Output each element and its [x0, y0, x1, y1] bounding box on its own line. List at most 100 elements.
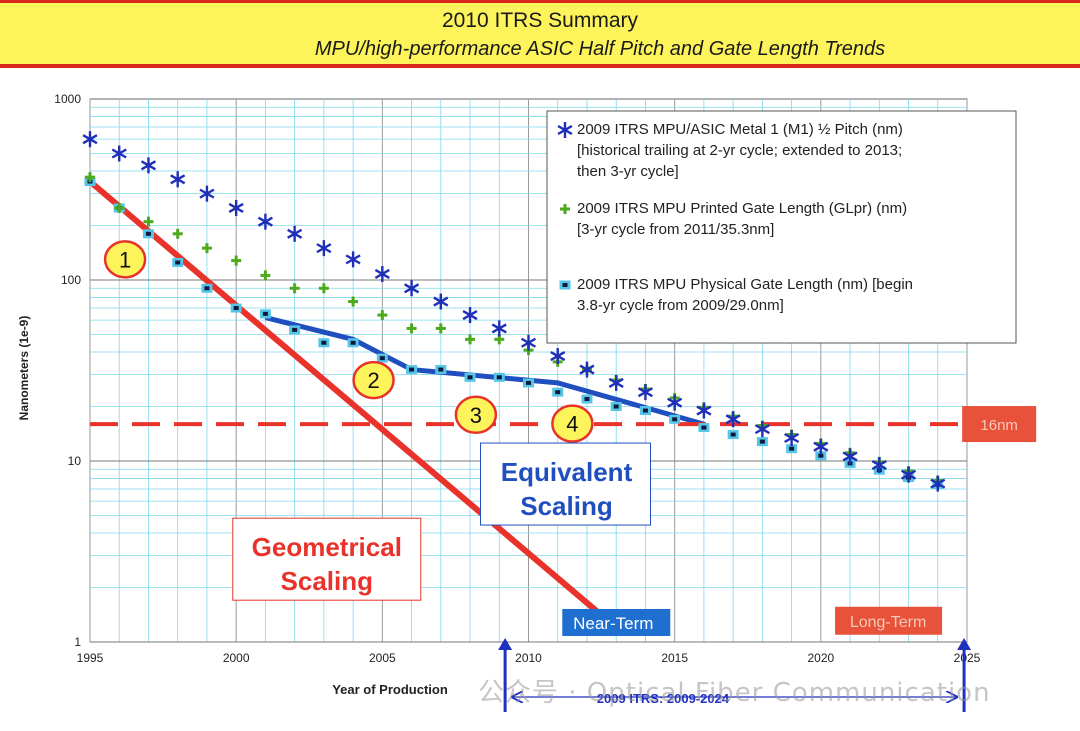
data-point: [610, 402, 622, 412]
data-point: [523, 378, 534, 388]
data-point: [667, 394, 683, 411]
svg-text:Equivalent: Equivalent: [501, 457, 633, 487]
x-tick-label: 2025: [954, 651, 981, 665]
step-marker: 2: [352, 360, 395, 400]
data-point: [465, 334, 476, 345]
data-point: [464, 372, 476, 382]
step-marker: 1: [103, 240, 147, 279]
data-point: [930, 475, 946, 492]
data-point: [406, 365, 418, 375]
data-point: [377, 310, 388, 321]
data-point: [433, 293, 449, 310]
legend-entry-label: [historical trailing at 2-yr cycle; exte…: [577, 142, 902, 159]
data-point: [552, 387, 564, 397]
svg-text:3: 3: [470, 403, 482, 428]
svg-text:16nm: 16nm: [980, 417, 1018, 434]
svg-text:Scaling: Scaling: [520, 491, 612, 521]
data-point: [289, 325, 301, 335]
data-point: [259, 309, 271, 319]
y-tick-label: 1: [74, 635, 81, 649]
legend-entry-label: 3.8-yr cycle from 2009/29.0nm]: [577, 297, 784, 314]
data-point: [557, 122, 573, 138]
data-point: [696, 402, 712, 419]
data-point: [345, 251, 361, 268]
data-point: [114, 202, 125, 213]
x-tick-label: 2010: [515, 651, 542, 665]
data-point: [374, 265, 390, 282]
data-point: [289, 283, 300, 294]
data-point: [727, 430, 739, 440]
data-points: [82, 131, 946, 492]
itrs-range-bar: 2009 ITRS: 2009-2024: [498, 638, 972, 712]
long-term-badge: Long-Term: [835, 606, 943, 635]
svg-text:Near-Term: Near-Term: [573, 614, 653, 633]
x-tick-label: 2005: [369, 651, 396, 665]
legend-entry-label: [3-yr cycle from 2011/35.3nm]: [577, 221, 774, 238]
data-point: [725, 411, 741, 428]
data-point: [813, 438, 829, 455]
x-axis-label: Year of Production: [332, 682, 448, 697]
svg-text:Long-Term: Long-Term: [850, 614, 926, 631]
svg-text:4: 4: [566, 412, 578, 437]
data-point: [111, 145, 127, 162]
title-banner: 2010 ITRS Summary MPU/high-performance A…: [0, 0, 1080, 68]
data-point: [491, 320, 507, 337]
data-point: [172, 257, 184, 267]
annotations: 1 2 3 4 Geometrical Scaling Equivalent Scaling 1…: [103, 240, 1037, 712]
data-point: [260, 270, 271, 281]
data-point: [698, 423, 710, 433]
svg-text:2009 ITRS: 2009-2024: 2009 ITRS: 2009-2024: [597, 691, 730, 706]
data-point: [639, 406, 651, 416]
data-point: [140, 157, 157, 174]
data-point: [560, 204, 570, 214]
x-tick-label: 2000: [223, 651, 250, 665]
data-point: [435, 323, 446, 334]
data-point: [493, 372, 505, 382]
data-point: [754, 421, 770, 438]
data-point: [347, 338, 359, 348]
data-point: [756, 437, 768, 447]
svg-text:2: 2: [367, 368, 379, 393]
16nm-badge: 16nm: [962, 406, 1037, 443]
data-point: [871, 457, 887, 474]
data-point: [231, 255, 242, 266]
trend-line: [88, 179, 619, 630]
data-point: [170, 171, 186, 188]
data-point: [784, 429, 800, 446]
svg-text:1: 1: [119, 247, 131, 272]
y-tick-label: 100: [61, 273, 81, 287]
equivalent-scaling-label: Equivalent Scaling: [480, 442, 652, 526]
watermark: 公众号 · Optical Fiber Communication: [478, 678, 991, 708]
data-point: [404, 280, 420, 297]
step-marker: 3: [454, 395, 498, 435]
data-point: [230, 303, 242, 313]
legend-entry-label: 2009 ITRS MPU Physical Gate Length (nm) …: [577, 276, 913, 293]
data-point: [85, 172, 95, 183]
step-marker: 4: [551, 404, 594, 443]
near-term-badge: Near-Term: [562, 608, 671, 636]
chart-subtitle: MPU/high-performance ASIC Half Pitch and…: [314, 38, 886, 60]
geometrical-scaling-label: Geometrical Scaling: [232, 517, 422, 601]
y-axis-label: Nanometers (1e-9): [17, 316, 31, 421]
data-point: [462, 307, 478, 324]
x-tick-label: 2020: [807, 651, 834, 665]
data-point: [201, 283, 213, 293]
legend-entry-label: 2009 ITRS MPU/ASIC Metal 1 (M1) ½ Pitch …: [577, 121, 903, 138]
y-tick-label: 1000: [54, 92, 81, 106]
x-tick-label: 1995: [77, 651, 104, 665]
data-point: [406, 323, 417, 334]
data-point: [287, 225, 303, 242]
data-point: [669, 414, 681, 424]
data-point: [581, 394, 593, 404]
data-point: [786, 444, 798, 454]
data-point: [199, 185, 215, 202]
data-point: [608, 374, 624, 391]
data-point: [550, 348, 566, 365]
data-point: [637, 384, 653, 401]
data-point: [579, 361, 595, 378]
svg-text:Geometrical: Geometrical: [252, 532, 402, 562]
y-tick-label: 10: [68, 454, 82, 468]
data-point: [201, 243, 212, 254]
data-point: [348, 296, 359, 307]
